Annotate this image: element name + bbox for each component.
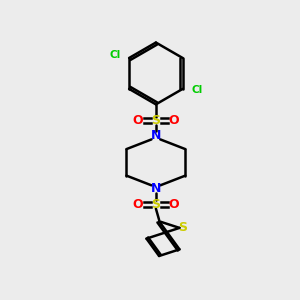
- Text: O: O: [132, 114, 143, 127]
- Text: S: S: [178, 221, 188, 234]
- Text: O: O: [169, 198, 179, 211]
- Text: N: N: [151, 129, 161, 142]
- Text: O: O: [169, 114, 179, 127]
- Text: N: N: [151, 182, 161, 195]
- Text: S: S: [152, 198, 160, 211]
- Text: S: S: [152, 114, 160, 127]
- Text: O: O: [132, 198, 143, 211]
- Text: Cl: Cl: [110, 50, 121, 60]
- Text: Cl: Cl: [191, 85, 203, 95]
